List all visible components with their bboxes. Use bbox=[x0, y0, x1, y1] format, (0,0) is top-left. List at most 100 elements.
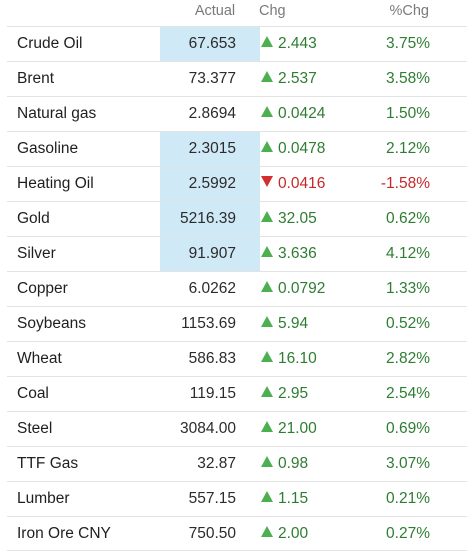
percent-change: 2.82% bbox=[386, 350, 430, 367]
change-value-text: 0.0792 bbox=[278, 280, 326, 297]
percent-change: 1.50% bbox=[386, 105, 430, 122]
table-row[interactable]: Lumber 557.15 1.15 0.21% bbox=[7, 481, 467, 516]
header-actual[interactable]: Actual bbox=[194, 3, 236, 19]
change-value: 0.0478 bbox=[261, 132, 371, 166]
table-row[interactable]: Natural gas 2.8694 0.0424 1.50% bbox=[7, 96, 467, 131]
table-row[interactable]: Steel 3084.00 21.00 0.69% bbox=[7, 411, 467, 446]
arrow-up-icon bbox=[261, 421, 273, 432]
change-value-text: 0.0424 bbox=[278, 105, 326, 122]
arrow-up-icon bbox=[261, 246, 273, 257]
actual-value: 557.15 bbox=[160, 482, 260, 516]
commodity-name[interactable]: Copper bbox=[17, 280, 68, 297]
actual-value-text: 73.377 bbox=[188, 70, 236, 87]
table-header: Actual Chg %Chg bbox=[7, 0, 467, 26]
change-value-text: 3.636 bbox=[278, 245, 317, 262]
actual-value-text: 1153.69 bbox=[181, 315, 236, 332]
table-row[interactable]: Heating Oil 2.5992 0.0416 -1.58% bbox=[7, 166, 467, 201]
arrow-up-icon bbox=[261, 71, 273, 82]
table-row[interactable]: Wheat 586.83 16.10 2.82% bbox=[7, 341, 467, 376]
commodity-name[interactable]: Coal bbox=[17, 385, 49, 402]
actual-value-text: 750.50 bbox=[188, 525, 236, 542]
change-value: 3.636 bbox=[261, 237, 371, 271]
commodity-name[interactable]: Gold bbox=[17, 210, 50, 227]
percent-change: 0.21% bbox=[386, 490, 430, 507]
actual-value: 32.87 bbox=[160, 447, 260, 481]
arrow-up-icon bbox=[261, 316, 273, 327]
table-row[interactable]: Coal 119.15 2.95 2.54% bbox=[7, 376, 467, 411]
header-pct-chg[interactable]: %Chg bbox=[389, 3, 430, 19]
actual-value: 586.83 bbox=[160, 342, 260, 376]
change-value: 2.537 bbox=[261, 62, 371, 96]
actual-value-text: 2.3015 bbox=[188, 140, 236, 157]
change-value: 21.00 bbox=[261, 412, 371, 446]
table-body: Crude Oil 67.653 2.443 3.75% Brent 73.377 2.53… bbox=[7, 26, 467, 551]
commodity-name[interactable]: Soybeans bbox=[17, 315, 86, 332]
table-row[interactable]: TTF Gas 32.87 0.98 3.07% bbox=[7, 446, 467, 481]
actual-value-text: 32.87 bbox=[197, 455, 236, 472]
change-value: 5.94 bbox=[261, 307, 371, 341]
commodity-name[interactable]: Silver bbox=[17, 245, 56, 262]
table-row[interactable]: Copper 6.0262 0.0792 1.33% bbox=[7, 271, 467, 306]
commodity-name[interactable]: TTF Gas bbox=[17, 455, 79, 472]
change-value-text: 5.94 bbox=[278, 315, 309, 332]
actual-value-text: 557.15 bbox=[188, 490, 236, 507]
change-value-text: 32.05 bbox=[278, 210, 317, 227]
commodity-name[interactable]: Heating Oil bbox=[17, 175, 94, 192]
commodity-name[interactable]: Crude Oil bbox=[17, 35, 83, 52]
arrow-up-icon bbox=[261, 526, 273, 537]
commodity-name[interactable]: Natural gas bbox=[17, 105, 97, 122]
arrow-up-icon bbox=[261, 456, 273, 467]
commodity-name[interactable]: Iron Ore CNY bbox=[17, 525, 111, 542]
actual-value-text: 2.5992 bbox=[188, 175, 236, 192]
table-row[interactable]: Gasoline 2.3015 0.0478 2.12% bbox=[7, 131, 467, 166]
commodity-name[interactable]: Wheat bbox=[17, 350, 62, 367]
percent-change: 3.58% bbox=[386, 70, 430, 87]
change-value-text: 2.00 bbox=[278, 525, 309, 542]
percent-change: 0.52% bbox=[386, 315, 430, 332]
commodity-name[interactable]: Steel bbox=[17, 420, 53, 437]
arrow-up-icon bbox=[261, 141, 273, 152]
table-row[interactable]: Crude Oil 67.653 2.443 3.75% bbox=[7, 26, 467, 61]
change-value: 32.05 bbox=[261, 202, 371, 236]
commodity-name[interactable]: Gasoline bbox=[17, 140, 79, 157]
arrow-up-icon bbox=[261, 386, 273, 397]
header-chg[interactable]: Chg bbox=[259, 3, 286, 19]
table-row[interactable]: Brent 73.377 2.537 3.58% bbox=[7, 61, 467, 96]
change-value: 0.98 bbox=[261, 447, 371, 481]
change-value-text: 2.95 bbox=[278, 385, 309, 402]
change-value-text: 0.0416 bbox=[278, 175, 326, 192]
actual-value-text: 586.83 bbox=[188, 350, 236, 367]
change-value-text: 0.98 bbox=[278, 455, 309, 472]
actual-value: 73.377 bbox=[160, 62, 260, 96]
change-value: 2.95 bbox=[261, 377, 371, 411]
change-value: 16.10 bbox=[261, 342, 371, 376]
change-value-text: 21.00 bbox=[278, 420, 317, 437]
arrow-up-icon bbox=[261, 351, 273, 362]
percent-change: 1.33% bbox=[386, 280, 430, 297]
actual-value-text: 119.15 bbox=[189, 385, 236, 402]
arrow-up-icon bbox=[261, 36, 273, 47]
change-value-text: 2.443 bbox=[278, 35, 317, 52]
table-row[interactable]: Soybeans 1153.69 5.94 0.52% bbox=[7, 306, 467, 341]
actual-value: 2.8694 bbox=[160, 97, 260, 131]
actual-value-text: 2.8694 bbox=[188, 105, 236, 122]
actual-value-text: 67.653 bbox=[188, 35, 236, 52]
percent-change: 0.27% bbox=[386, 525, 430, 542]
change-value: 2.443 bbox=[261, 27, 371, 61]
actual-value-text: 5216.39 bbox=[179, 210, 236, 227]
commodity-name[interactable]: Brent bbox=[17, 70, 55, 87]
table-row[interactable]: Iron Ore CNY 750.50 2.00 0.27% bbox=[7, 516, 467, 551]
table-row[interactable]: Silver 91.907 3.636 4.12% bbox=[7, 236, 467, 271]
commodity-name[interactable]: Lumber bbox=[17, 490, 70, 507]
percent-change: 3.75% bbox=[386, 35, 430, 52]
change-value: 2.00 bbox=[261, 517, 371, 551]
actual-value: 91.907 bbox=[160, 237, 260, 271]
percent-change: 2.12% bbox=[386, 140, 430, 157]
actual-value: 2.3015 bbox=[160, 132, 260, 166]
table-row[interactable]: Gold 5216.39 32.05 0.62% bbox=[7, 201, 467, 236]
actual-value: 3084.00 bbox=[160, 412, 260, 446]
percent-change: 0.69% bbox=[386, 420, 430, 437]
change-value: 0.0416 bbox=[261, 167, 371, 201]
change-value: 1.15 bbox=[261, 482, 371, 516]
actual-value: 67.653 bbox=[160, 27, 260, 61]
